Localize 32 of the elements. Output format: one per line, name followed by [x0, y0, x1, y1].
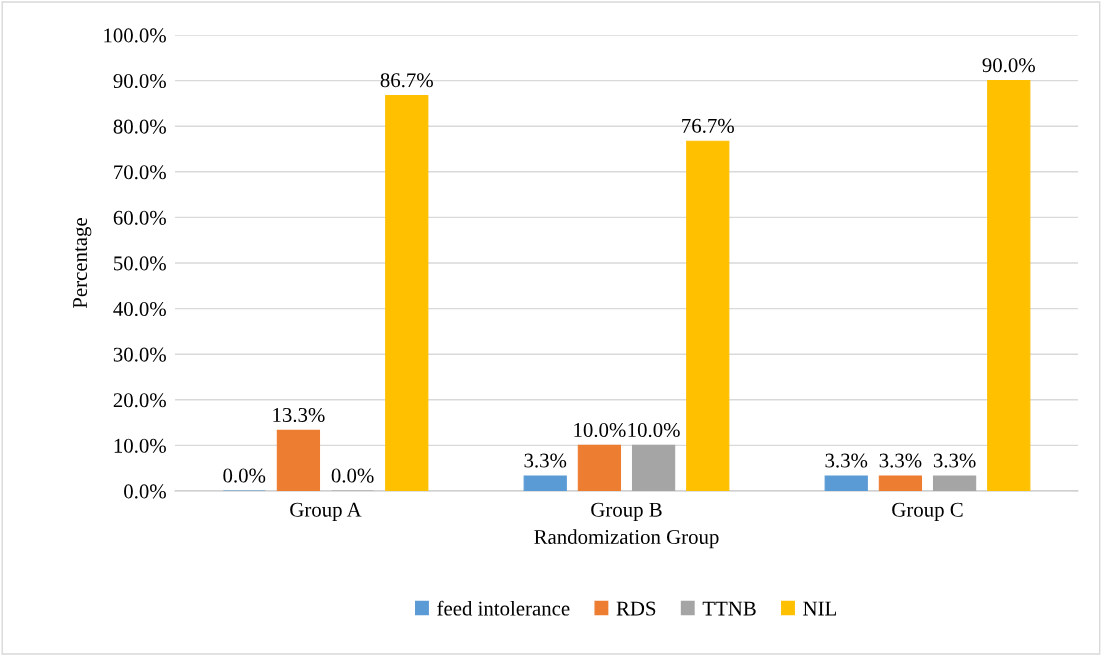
legend-label: NIL [803, 601, 837, 616]
y-tick-label: 60.0% [113, 210, 166, 225]
data-label: 90.0% [982, 58, 1035, 73]
y-tick-label: 30.0% [113, 347, 166, 362]
x-tick-label: Group C [892, 502, 963, 521]
y-tick-label: 10.0% [114, 438, 166, 453]
data-label: 13.3% [273, 407, 325, 423]
y-tick-label: 100.0% [104, 28, 166, 43]
data-label: 0.0% [223, 468, 266, 483]
data-label: 10.0% [628, 422, 680, 438]
data-label: 10.0% [574, 422, 626, 438]
y-tick-label: 20.0% [113, 393, 166, 408]
data-label: 3.3% [524, 453, 567, 468]
data-label: 3.3% [933, 453, 976, 468]
x-axis-title: Randomization Group [534, 529, 719, 549]
y-tick-label: 80.0% [113, 119, 166, 134]
data-label: 3.3% [879, 453, 922, 468]
legend-label: TTNB [702, 601, 756, 616]
data-label: 86.7% [380, 73, 433, 88]
data-label: 76.7% [682, 118, 734, 133]
data-label: 0.0% [331, 468, 374, 483]
legend-label: feed intolerance [437, 600, 570, 616]
x-tick-label: Group B [591, 502, 662, 521]
y-tick-label: 50.0% [114, 256, 166, 271]
x-tick-label: Group A [290, 502, 362, 521]
legend-label: RDS [616, 601, 656, 616]
y-tick-label: 70.0% [114, 165, 166, 180]
y-tick-label: 40.0% [113, 301, 166, 317]
y-tick-label: 0.0% [124, 484, 166, 499]
y-axis-title: Percentage [73, 218, 92, 309]
data-label: 3.3% [825, 453, 868, 468]
y-tick-label: 90.0% [113, 73, 166, 89]
